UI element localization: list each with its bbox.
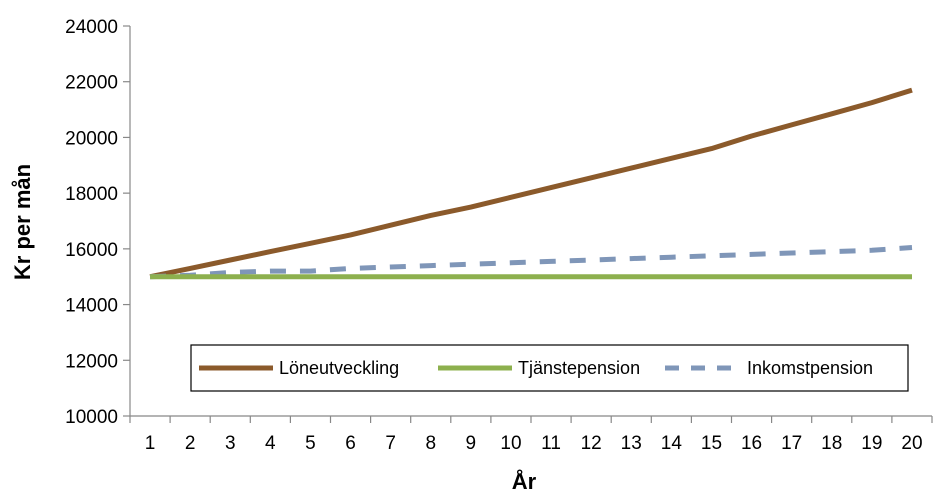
x-tick-label: 8 xyxy=(425,433,436,454)
y-tick-label: 10000 xyxy=(65,407,118,428)
x-tick-label: 7 xyxy=(385,433,396,454)
x-tick-label: 6 xyxy=(345,433,356,454)
x-axis-ticks: 1 2 3 4 5 6 7 8 9 10 11 12 13 14 15 16 17 18 19 20 xyxy=(129,416,933,454)
y-axis-title: Kr per mån xyxy=(10,164,35,280)
x-tick-label: 19 xyxy=(861,433,882,454)
y-tick-label: 20000 xyxy=(65,128,118,149)
legend-box xyxy=(190,344,909,392)
x-tick-label: 5 xyxy=(305,433,316,454)
series-layer xyxy=(149,87,913,280)
series-line-0 xyxy=(149,87,913,280)
legend-label-2: Inkomstpension xyxy=(747,358,873,378)
x-tick-label: 3 xyxy=(225,433,236,454)
x-tick-label: 18 xyxy=(821,433,842,454)
x-axis-title: År xyxy=(512,468,537,493)
y-tick-label: 24000 xyxy=(65,17,118,38)
x-tick-label: 13 xyxy=(621,433,642,454)
x-tick-label: 9 xyxy=(466,433,477,454)
y-tick-label: 14000 xyxy=(65,296,118,317)
x-tick-label: 17 xyxy=(781,433,802,454)
x-tick-label: 14 xyxy=(661,433,683,454)
series-line-2 xyxy=(150,245,913,280)
x-tick-label: 4 xyxy=(265,433,276,454)
legend: Löneutveckling Tjänstepension Inkomstpensi… xyxy=(190,344,909,392)
y-tick-label: 12000 xyxy=(65,351,118,372)
y-tick-label: 22000 xyxy=(65,73,118,94)
y-tick-label: 18000 xyxy=(65,184,118,205)
legend-label-1: Tjänstepension xyxy=(518,358,640,378)
y-tick-label: 16000 xyxy=(65,240,118,261)
x-tick-label: 20 xyxy=(901,433,922,454)
x-tick-label: 10 xyxy=(500,433,521,454)
x-tick-label: 16 xyxy=(741,433,762,454)
legend-label-0: Löneutveckling xyxy=(279,358,399,378)
x-tick-label: 12 xyxy=(581,433,602,454)
x-tick-label: 1 xyxy=(145,433,156,454)
y-axis-ticks: 10000 12000 14000 16000 18000 20000 22000 24000 xyxy=(65,17,130,428)
x-tick-label: 15 xyxy=(701,433,722,454)
x-tick-label: 2 xyxy=(185,433,196,454)
x-tick-label: 11 xyxy=(541,433,561,454)
